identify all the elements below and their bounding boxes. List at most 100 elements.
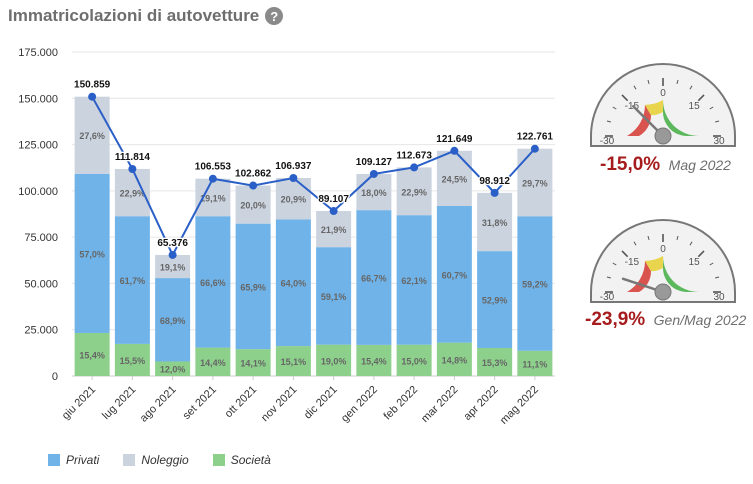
gauge1-tick-label-1: -15 [625,257,640,268]
segment-label-società-9: 14,8% [442,355,468,365]
bar-noleggio-9 [436,150,472,206]
x-tick-label-7: gen 2022 [339,384,380,425]
bar-noleggio-8 [396,167,432,216]
segment-label-privati-10: 52,9% [482,296,508,306]
y-tick-label-5: 125.000 [18,140,58,152]
segment-label-società-3: 14,4% [200,358,226,368]
bar-privati-1 [114,216,150,344]
segment-label-società-11: 11,1% [522,359,547,369]
total-label-0: 150.859 [74,80,111,91]
segment-label-noleggio-2: 19,1% [160,263,186,273]
total-label-7: 109.127 [356,157,393,168]
bar-privati-8 [396,215,432,345]
gauge0-tick-25 [715,120,720,123]
gauge1-tick--5 [647,235,650,240]
segment-label-privati-1: 61,7% [120,276,146,286]
segment-label-società-2: 12,0% [160,365,186,375]
gauge1-tick-label-2: 0 [660,244,666,255]
help-icon[interactable]: ? [265,7,284,25]
total-point-0 [88,92,97,101]
segment-label-privati-0: 57,0% [79,249,105,259]
gauge1-tick-label-3: 15 [689,257,701,268]
chart-legend: Privati Noleggio Società [48,453,271,467]
bar-noleggio-11 [517,148,553,217]
segment-label-noleggio-8: 22,9% [401,187,427,197]
bar-noleggio-4 [235,185,271,224]
gauge0-tick-label-2: 0 [660,88,666,99]
bar-società-11 [517,350,553,376]
gauge0-band-yellow [645,100,663,116]
bar-società-3 [195,347,231,376]
gauge0-tick-5 [676,79,679,84]
gauge1-tick--15 [621,250,629,258]
gauge0-tick--10 [633,85,637,90]
segment-label-noleggio-5: 20,9% [281,195,307,205]
gauge0-hub [654,127,672,145]
segment-label-privati-3: 66,6% [200,278,226,288]
gauge1-tick-label-4: 30 [713,292,725,303]
segment-label-società-7: 15,4% [361,356,387,366]
total-point-5 [289,174,298,183]
total-point-3 [208,174,217,183]
gauge-ytd-value: -23,9% [585,309,646,330]
gauge1-tick-5 [676,235,679,240]
x-tick-label-0: giu 2021 [60,384,98,422]
total-label-4: 102.862 [235,169,272,180]
bar-società-1 [114,343,150,376]
gauge0-tick--5 [647,79,650,84]
gauge0-tick--15 [621,94,629,102]
segment-label-privati-5: 64,0% [281,279,307,289]
segment-label-noleggio-7: 18,0% [361,188,387,198]
y-tick-label-7: 175.000 [18,47,58,59]
y-tick-label-4: 100.000 [18,186,58,198]
total-point-8 [410,163,419,172]
x-tick-label-4: ott 2021 [223,384,260,421]
gauge0-tick-20 [709,106,714,110]
x-tick-label-1: lug 2021 [100,384,138,422]
gauge-ytd-caption: -23,9% Gen/Mag 2022 [585,309,746,331]
y-tick-label-1: 25.000 [24,325,58,337]
segment-label-privati-4: 65,9% [240,282,266,292]
bar-noleggio-7 [356,173,392,211]
segment-label-noleggio-10: 31,8% [482,218,508,228]
segment-label-noleggio-6: 21,9% [321,225,347,235]
x-tick-label-9: mar 2022 [419,384,460,425]
segment-label-privati-7: 66,7% [361,274,387,284]
bar-società-9 [436,342,472,376]
bar-società-4 [235,349,271,376]
bar-società-5 [275,346,311,376]
legend-item-noleggio[interactable]: Noleggio [123,453,189,467]
x-tick-label-2: ago 2021 [138,384,179,425]
total-label-1: 111.814 [115,152,150,163]
x-tick-label-3: set 2021 [181,384,219,422]
gauge1-tick-10 [689,241,693,246]
gauge0-tick-label-4: 30 [713,136,725,147]
legend-swatch-noleggio [123,454,136,466]
gauge0-tick--20 [612,106,617,110]
segment-label-privati-2: 68,9% [160,316,186,326]
bar-società-0 [74,332,110,376]
gauge-monthly-period: Mag 2022 [668,157,731,173]
total-label-3: 106.553 [195,162,232,173]
gauge-monthly-value: -15,0% [600,154,661,175]
gauge0-tick-label-3: 15 [689,101,701,112]
total-label-9: 121.649 [436,134,473,145]
gauge1-tick-15 [697,250,705,258]
total-line [91,96,536,258]
gauge0-band-green [663,100,699,136]
gauge0-band-red [627,104,651,136]
x-tick-label-5: nov 2021 [259,384,299,424]
segment-label-noleggio-1: 22,9% [120,189,146,199]
bar-società-8 [396,344,432,376]
bar-privati-3 [195,216,231,348]
total-label-6: 89.107 [318,194,349,205]
legend-item-privati[interactable]: Privati [48,453,99,467]
total-point-6 [329,207,338,216]
segment-label-noleggio-3: 19,1% [200,193,226,203]
legend-item-societa[interactable]: Società [212,453,271,467]
x-tick-label-8: feb 2022 [381,384,420,423]
segment-label-privati-6: 59,1% [321,292,347,302]
gauge1-tick--10 [633,241,637,246]
